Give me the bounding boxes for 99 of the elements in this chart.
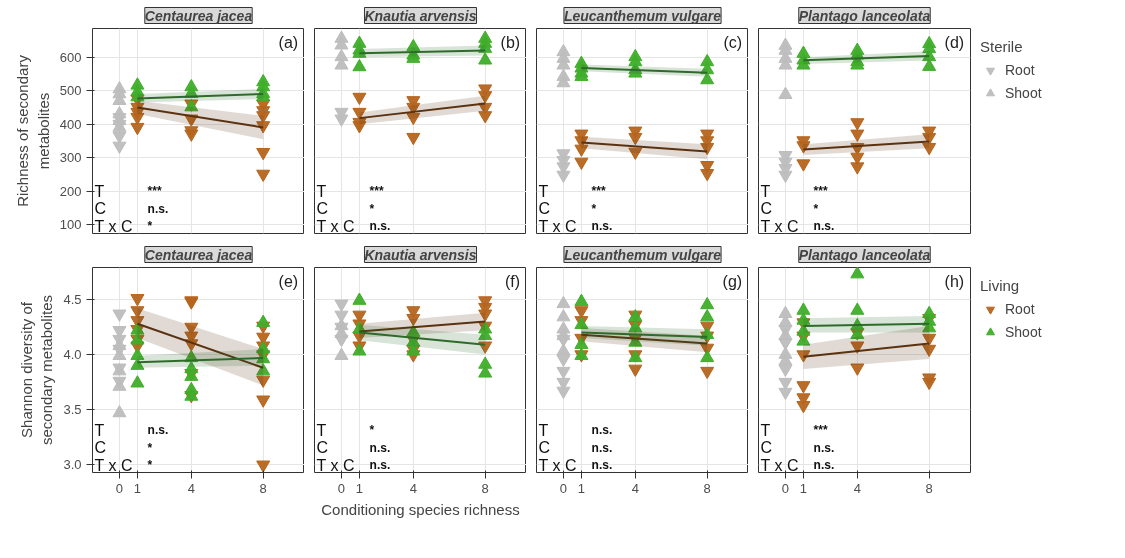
annotation: T x C [94,217,133,235]
annotation: T [94,182,105,200]
x-tick-label: 4 [409,480,417,496]
annotation: C [760,439,773,457]
annotation: n.s. [813,440,835,455]
annotation: T x C [316,456,355,474]
legend-label: Root [1005,62,1035,78]
y-axis-title: Richness of secondary metabolites [14,54,52,207]
annotation: *** [813,184,828,199]
annotation: (g) [722,273,743,291]
annotation: (f) [505,273,521,291]
annotation: (c) [723,34,743,52]
annotation: T [538,182,549,200]
annotation: *** [591,184,606,199]
annotation: T [760,182,771,200]
annotation: (e) [278,273,299,291]
annotation: * [147,219,153,234]
annotation: n.s. [591,219,613,234]
annotation: T x C [538,456,577,474]
annotation: T [94,421,105,439]
annotation: n.s. [591,458,613,473]
annotation: (h) [944,273,965,291]
annotation: n.s. [591,423,613,438]
y-tick-label: 3.5 [63,402,82,418]
x-tick-label: 1 [133,480,142,496]
x-tick-label: 4 [853,480,861,496]
annotation: (a) [278,34,299,52]
x-tick-label: 8 [481,480,489,496]
annotation: n.s. [369,458,391,473]
y-tick-label: 100 [59,216,82,232]
annotation: *** [813,423,828,438]
annotation: T [316,421,327,439]
annotation: (d) [944,34,965,52]
annotation: C [316,200,329,218]
annotation: C [94,439,107,457]
annotation: T [538,421,549,439]
x-tick-label: 8 [703,480,711,496]
annotation: C [538,439,551,457]
legend-title: Living [980,277,1021,294]
annotation: T [316,182,327,200]
chart-title: Knautia arvensis [364,246,477,263]
annotation: * [813,201,819,216]
chart-title: Leucanthemum vulgare [563,7,722,24]
x-tick-label: 0 [115,480,124,496]
legend-title: Sterile [980,38,1024,55]
annotation: (b) [500,34,521,52]
annotation: n.s. [369,219,391,234]
annotation: * [369,423,375,438]
y-tick-label: 3.0 [63,457,82,473]
x-tick-label: 0 [559,480,568,496]
annotation: n.s. [369,440,391,455]
x-tick-label: 8 [259,480,267,496]
annotation: T x C [760,456,799,474]
legend-label: Root [1005,301,1035,317]
annotation: T x C [760,217,799,235]
y-tick-label: 200 [59,183,82,199]
annotation: n.s. [813,219,835,234]
annotation: T x C [538,217,577,235]
x-tick-label: 4 [187,480,195,496]
annotation: n.s. [591,440,613,455]
annotation: C [316,439,329,457]
legend-label: Shoot [1005,324,1042,340]
y-tick-label: 600 [59,49,82,65]
annotation: C [760,200,773,218]
annotation: * [147,440,153,455]
annotation: T [760,421,771,439]
chart-title: Centaurea jacea [144,7,253,24]
x-tick-label: 1 [577,480,586,496]
chart-title: Plantago lanceolata [798,246,931,263]
y-axis-title: Shannon diversity of secondary metabolites [18,294,56,446]
annotation: C [538,200,551,218]
annotation: * [591,201,597,216]
x-tick-label: 0 [337,480,346,496]
legend-label: Shoot [1005,85,1042,101]
chart-title: Centaurea jacea [144,246,253,263]
annotation: T x C [94,456,133,474]
chart-title: Plantago lanceolata [798,7,931,24]
annotation: *** [147,184,162,199]
x-tick-label: 4 [631,480,639,496]
y-tick-label: 400 [59,116,82,132]
x-axis-title: Conditioning species richness [321,500,520,518]
annotation: n.s. [147,201,169,216]
x-tick-label: 0 [781,480,790,496]
annotation: *** [369,184,384,199]
x-tick-label: 8 [925,480,933,496]
y-tick-label: 300 [59,150,82,166]
chart-title: Leucanthemum vulgare [563,246,722,263]
annotation: C [94,200,107,218]
annotation: n.s. [147,423,169,438]
x-tick-label: 1 [799,480,808,496]
annotation: * [369,201,375,216]
y-tick-label: 4.0 [63,347,82,363]
chart-title: Knautia arvensis [364,7,477,24]
y-tick-label: 500 [59,83,82,99]
annotation: n.s. [813,458,835,473]
annotation: * [147,458,153,473]
annotation: T x C [316,217,355,235]
y-tick-label: 4.5 [63,291,82,307]
x-tick-label: 1 [355,480,364,496]
